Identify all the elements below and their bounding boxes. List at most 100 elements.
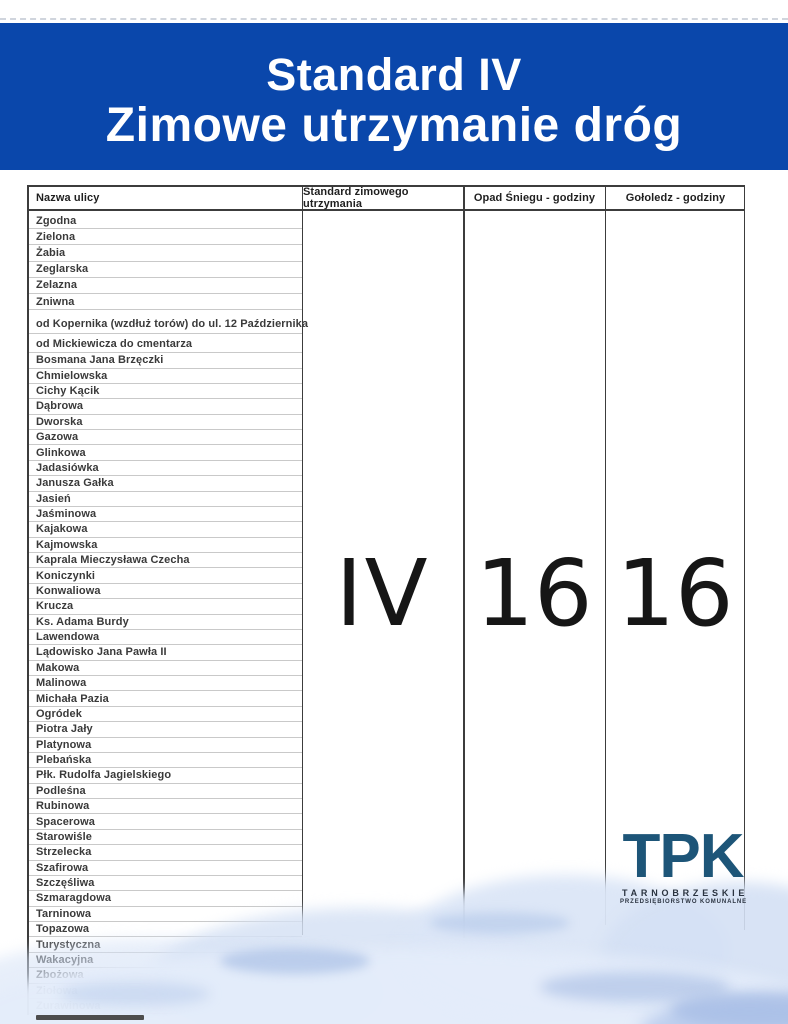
street-name: Malinowa bbox=[36, 677, 87, 690]
street-row: od Mickiewicza do cmentarza bbox=[27, 334, 302, 354]
street-row: Podleśna bbox=[27, 784, 302, 799]
street-name: Starowiśle bbox=[36, 830, 93, 843]
street-name: Zeglarska bbox=[36, 263, 89, 276]
street-name: Zurawinowa bbox=[36, 1000, 101, 1013]
street-name: Strzelecka bbox=[36, 846, 92, 859]
street-name: Podleśna bbox=[36, 784, 86, 797]
street-row: Turystyczna bbox=[27, 937, 302, 953]
street-row: Szczęśliwa bbox=[27, 876, 302, 892]
street-name: Glinkowa bbox=[36, 446, 86, 459]
street-row: Zurawinowa bbox=[27, 999, 302, 1015]
street-row: Cichy Kącik bbox=[27, 384, 302, 400]
street-row: Gazowa bbox=[27, 430, 302, 446]
street-row: Ks. Adama Burdy bbox=[27, 615, 302, 630]
street-row: Ziołowa bbox=[27, 984, 302, 999]
street-name: od Mickiewicza do cmentarza bbox=[36, 338, 193, 351]
watercolor-blob bbox=[670, 992, 788, 1024]
street-row: Chmielowska bbox=[27, 369, 302, 384]
street-name: Szafirowa bbox=[36, 861, 89, 874]
street-row: Plebańska bbox=[27, 753, 302, 769]
street-row: Wakacyjna bbox=[27, 953, 302, 969]
street-row: Lawendowa bbox=[27, 630, 302, 646]
street-name: Lawendowa bbox=[36, 631, 100, 644]
street-list: Zgodna Zielona Żabia Zeglarska Zelazna Zniwna… bbox=[27, 213, 308, 1015]
street-name: Plebańska bbox=[36, 754, 92, 767]
street-name: Spacerowa bbox=[36, 815, 95, 828]
street-row: Zeglarska bbox=[27, 262, 302, 278]
street-row: Rubinowa bbox=[27, 799, 302, 815]
tpk-logo-acronym: TPK bbox=[622, 822, 745, 891]
street-row: Jadasiówka bbox=[27, 461, 302, 477]
street-name: Michała Pazia bbox=[36, 692, 109, 705]
street-row: Zielona bbox=[27, 229, 302, 246]
street-row: Kaprala Mieczysława Czecha bbox=[27, 553, 302, 569]
street-name: Kajmowska bbox=[36, 538, 98, 551]
street-name: Żabia bbox=[36, 246, 66, 259]
street-name: Koniczynki bbox=[36, 569, 96, 582]
street-name: od Kopernika (wzdłuż torów) do ul. 12 Pa… bbox=[36, 318, 309, 331]
street-name: Dworska bbox=[36, 415, 83, 428]
table-border-left bbox=[27, 185, 29, 1015]
street-row: Glinkowa bbox=[27, 445, 302, 461]
watercolor-blob bbox=[430, 912, 570, 934]
street-name: Kajakowa bbox=[36, 523, 88, 536]
street-row: Topazowa bbox=[27, 922, 302, 938]
street-row: Strzelecka bbox=[27, 845, 302, 861]
street-row: Platynowa bbox=[27, 738, 302, 753]
street-name: Cichy Kącik bbox=[36, 385, 100, 398]
banner-title-line2: Zimowe utrzymanie dróg bbox=[105, 98, 683, 152]
top-dashed-line bbox=[0, 18, 788, 20]
column-divider-1 bbox=[301, 185, 303, 935]
street-name: Chmielowska bbox=[36, 369, 108, 382]
tpk-logo-name-line2: PRZEDSIĘBIORSTWO KOMUNALNE bbox=[620, 899, 748, 906]
column-divider-3 bbox=[604, 185, 606, 925]
street-row: Makowa bbox=[27, 661, 302, 676]
street-name: Szczęśliwa bbox=[36, 877, 95, 890]
street-name: Krucza bbox=[36, 600, 74, 613]
street-name: Zbożowa bbox=[36, 969, 84, 982]
street-row: Szmaragdowa bbox=[27, 891, 302, 907]
street-row: Kajakowa bbox=[27, 522, 302, 538]
street-row: Jasień bbox=[27, 492, 302, 507]
street-row: Tarninowa bbox=[27, 907, 302, 922]
tpk-logo: TPK TARNOBRZESKIE PRZEDSIĘBIORSTWO KOMUN… bbox=[620, 822, 749, 906]
street-row: Bosmana Jana Brzęczki bbox=[27, 353, 302, 369]
street-name: Makowa bbox=[36, 661, 80, 674]
street-row: Malinowa bbox=[27, 676, 302, 692]
watercolor-blob bbox=[640, 998, 788, 1024]
street-row: od Kopernika (wzdłuż torów) do ul. 12 Pa… bbox=[27, 310, 308, 335]
street-row: Płk. Rudolfa Jagielskiego bbox=[27, 768, 302, 784]
column-header-snowfall-hours: Opad Śniegu - godziny bbox=[463, 187, 605, 209]
banner-title-line1: Standard IV bbox=[266, 49, 522, 101]
street-row: Jaśminowa bbox=[27, 507, 302, 523]
street-name: Gazowa bbox=[36, 431, 79, 444]
street-name: Janusza Gałka bbox=[36, 477, 114, 490]
watercolor-blob bbox=[540, 972, 730, 1002]
street-row: Lądowisko Jana Pawła II bbox=[27, 645, 302, 661]
street-row: Koniczynki bbox=[27, 568, 302, 584]
street-name: Wakacyjna bbox=[36, 953, 94, 966]
table-border-right bbox=[743, 185, 745, 930]
table-end-bar bbox=[36, 1015, 144, 1020]
street-row: Janusza Gałka bbox=[27, 476, 302, 492]
street-name: Ks. Adama Burdy bbox=[36, 615, 129, 628]
column-header-glaze-hours: Gołoledz - godziny bbox=[605, 187, 745, 209]
street-row: Starowiśle bbox=[27, 830, 302, 846]
street-name: Szmaragdowa bbox=[36, 892, 112, 905]
street-row: Krucza bbox=[27, 599, 302, 615]
street-name: Jaśminowa bbox=[36, 508, 97, 521]
street-row: Szafirowa bbox=[27, 861, 302, 876]
value-winter-standard: IV bbox=[335, 540, 430, 647]
street-row: Dąbrowa bbox=[27, 399, 302, 415]
street-name: Zielona bbox=[36, 230, 76, 243]
street-name: Ziołowa bbox=[36, 984, 78, 997]
street-name: Topazowa bbox=[36, 923, 90, 936]
street-name: Zgodna bbox=[36, 214, 77, 227]
street-name: Zniwna bbox=[36, 295, 75, 308]
street-name: Turystyczna bbox=[36, 938, 101, 951]
street-row: Żabia bbox=[27, 245, 302, 262]
tpk-logo-name-line1: TARNOBRZESKIE bbox=[622, 887, 749, 898]
street-name: Kaprala Mieczysława Czecha bbox=[36, 554, 190, 567]
street-name: Jasień bbox=[36, 492, 71, 505]
